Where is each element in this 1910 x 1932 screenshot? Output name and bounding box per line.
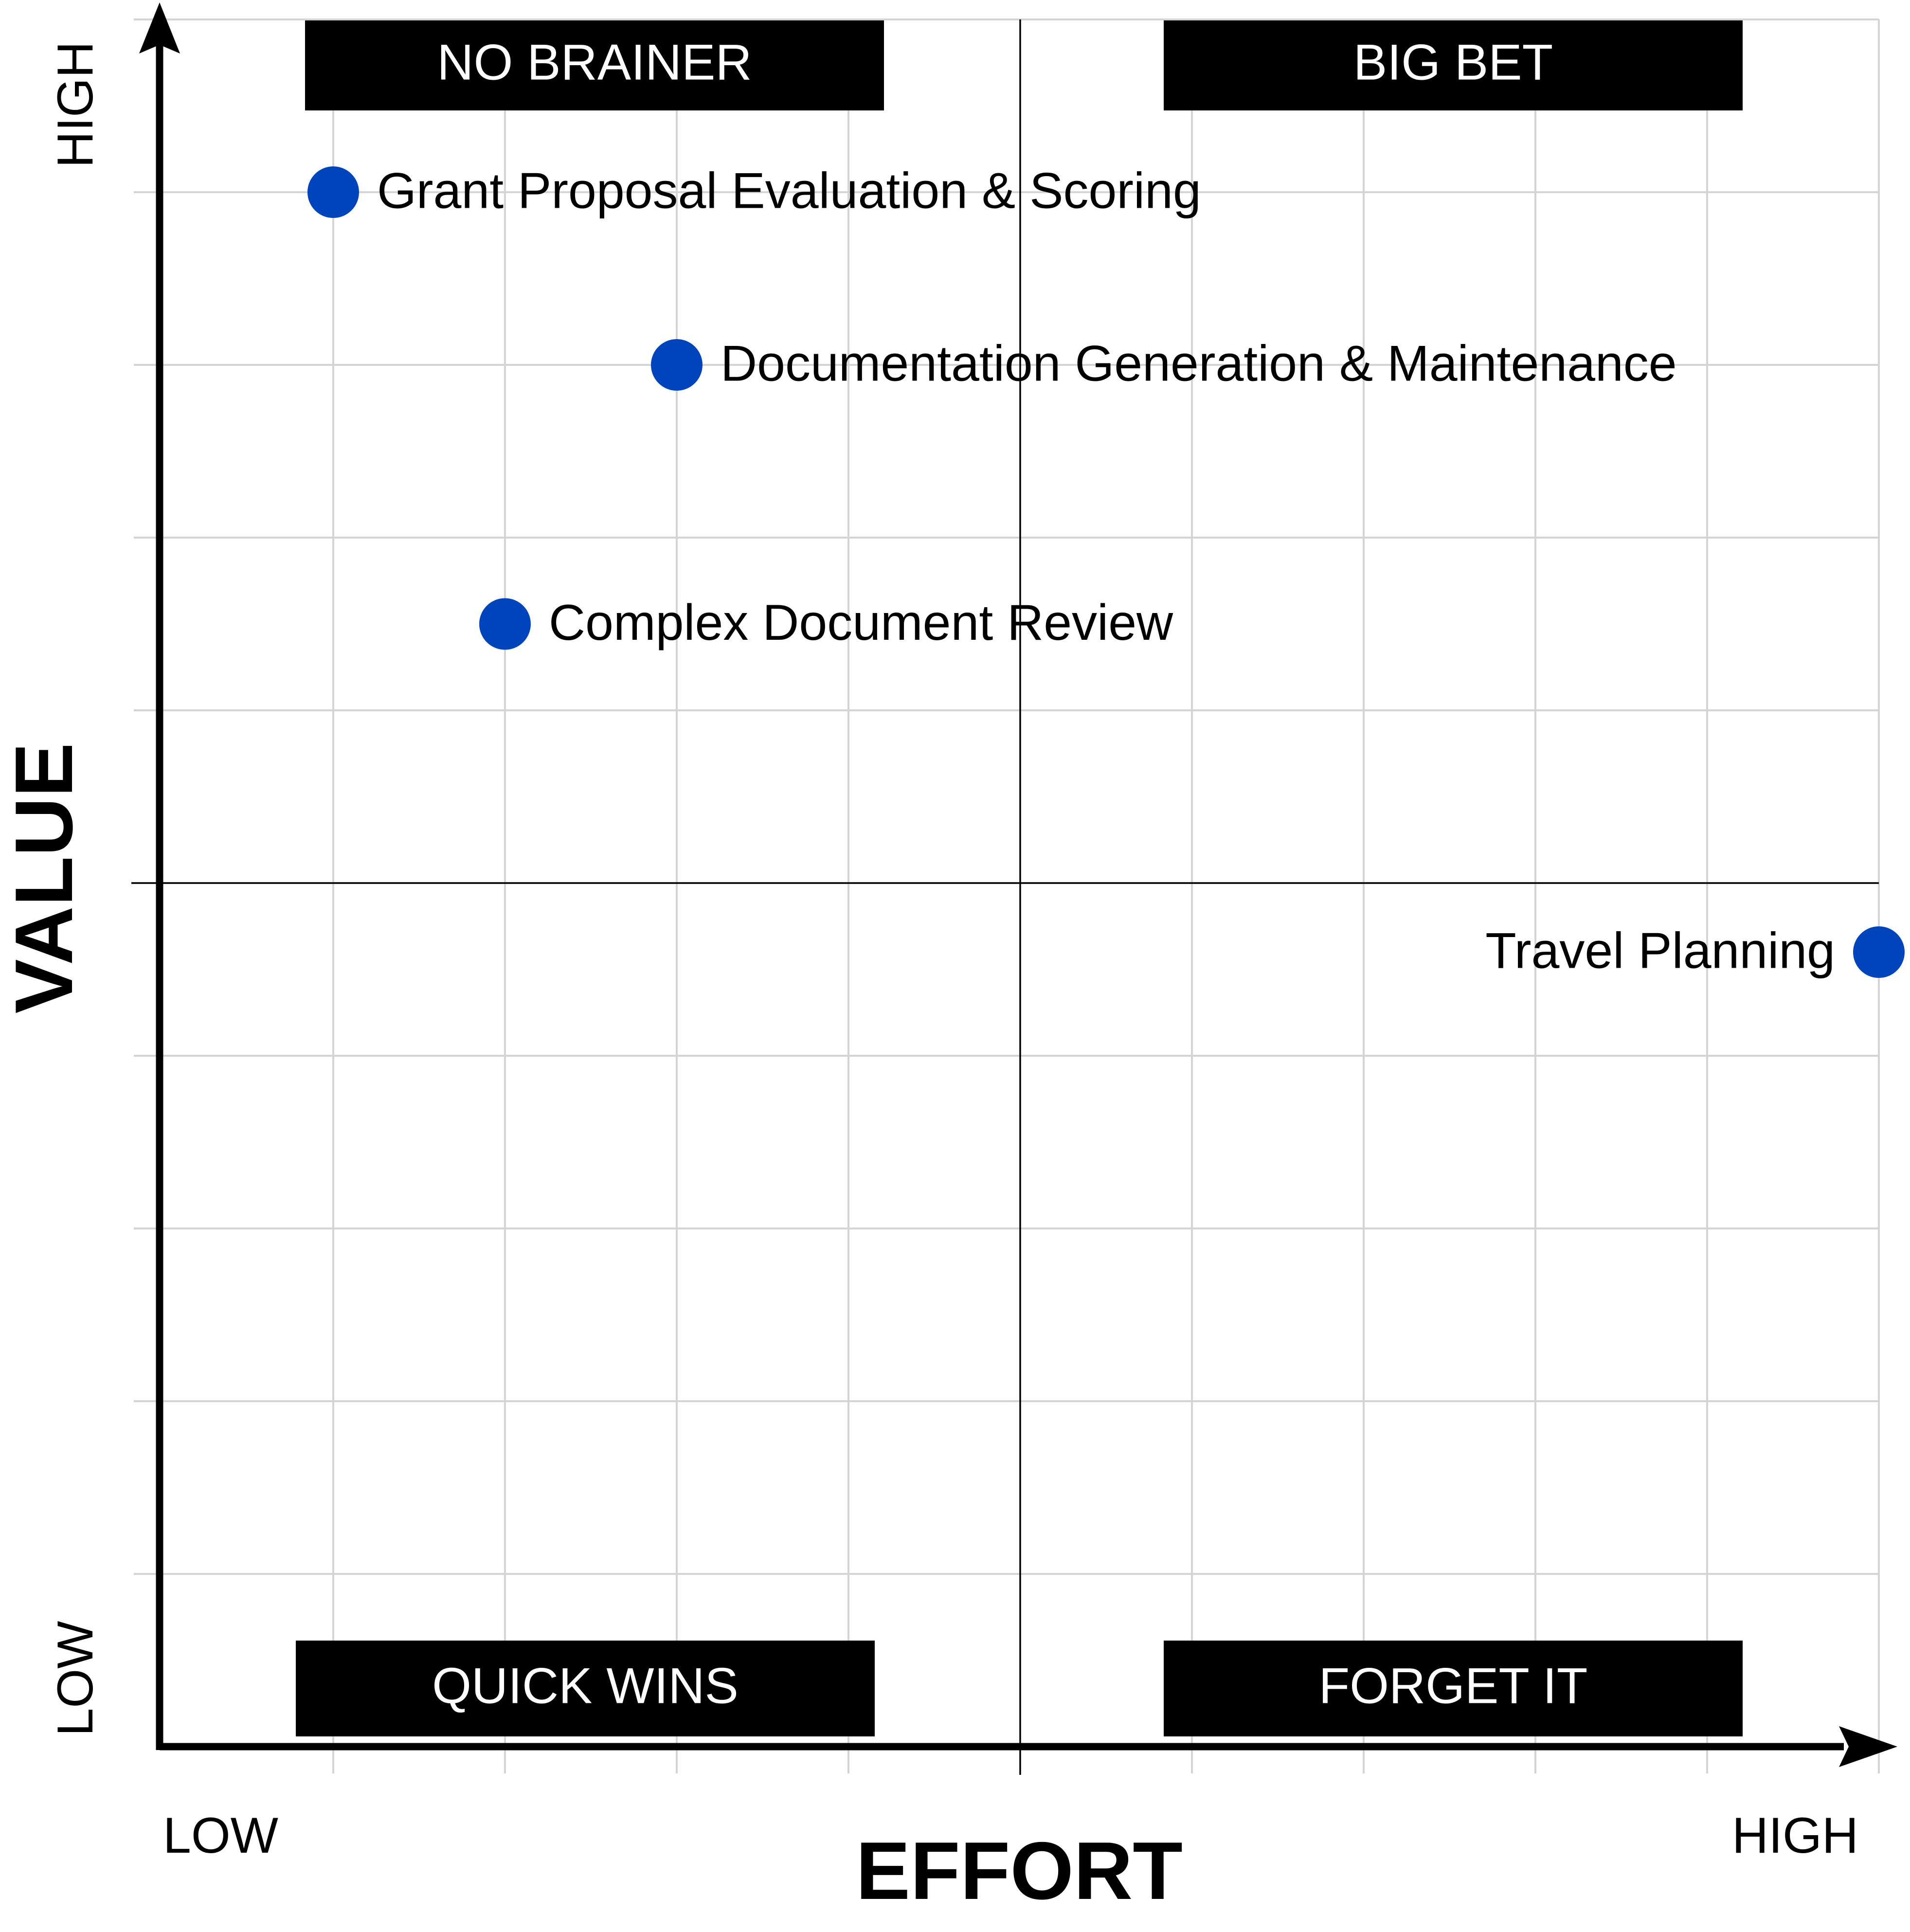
y-low-label: LOW	[47, 1621, 104, 1736]
quadrant-top-left-box	[305, 20, 884, 110]
x-axis-arrow-icon	[1839, 1726, 1897, 1767]
data-point	[479, 598, 531, 650]
quadrant-bottom-right-box	[1164, 1641, 1743, 1736]
data-point-label: Travel Planning	[1485, 922, 1835, 979]
axes	[139, 2, 1897, 1767]
data-point-label: Documentation Generation & Maintenance	[721, 335, 1677, 392]
y-axis-arrow-icon	[139, 2, 180, 54]
x-axis-title: EFFORT	[856, 1825, 1183, 1916]
quadrant-top-right-box	[1164, 20, 1743, 110]
quadrant-top-left-label: NO BRAINER	[437, 34, 752, 90]
data-points: Grant Proposal Evaluation & Scoring Docum…	[307, 163, 1905, 979]
quadrant-labels: NO BRAINER BIG BET QUICK WINS FORGET IT	[296, 20, 1743, 1736]
quadrant-top-right-label: BIG BET	[1353, 34, 1553, 90]
grid	[131, 18, 1880, 1775]
y-axis-title: VALUE	[0, 743, 90, 1014]
x-low-label: LOW	[163, 1807, 278, 1864]
data-point	[1853, 926, 1905, 978]
quadrant-bottom-right-label: FORGET IT	[1319, 1658, 1588, 1714]
data-point	[307, 166, 359, 218]
x-high-label: HIGH	[1732, 1807, 1858, 1864]
data-point-label: Complex Document Review	[549, 595, 1173, 651]
data-point	[651, 339, 703, 391]
quadrant-bottom-left-box	[296, 1641, 875, 1736]
axis-labels: LOW HIGH EFFORT HIGH LOW VALUE	[0, 41, 1858, 1916]
quadrant-bottom-left-label: QUICK WINS	[432, 1658, 739, 1714]
y-high-label: HIGH	[47, 41, 104, 168]
data-point-label: Grant Proposal Evaluation & Scoring	[377, 163, 1201, 219]
